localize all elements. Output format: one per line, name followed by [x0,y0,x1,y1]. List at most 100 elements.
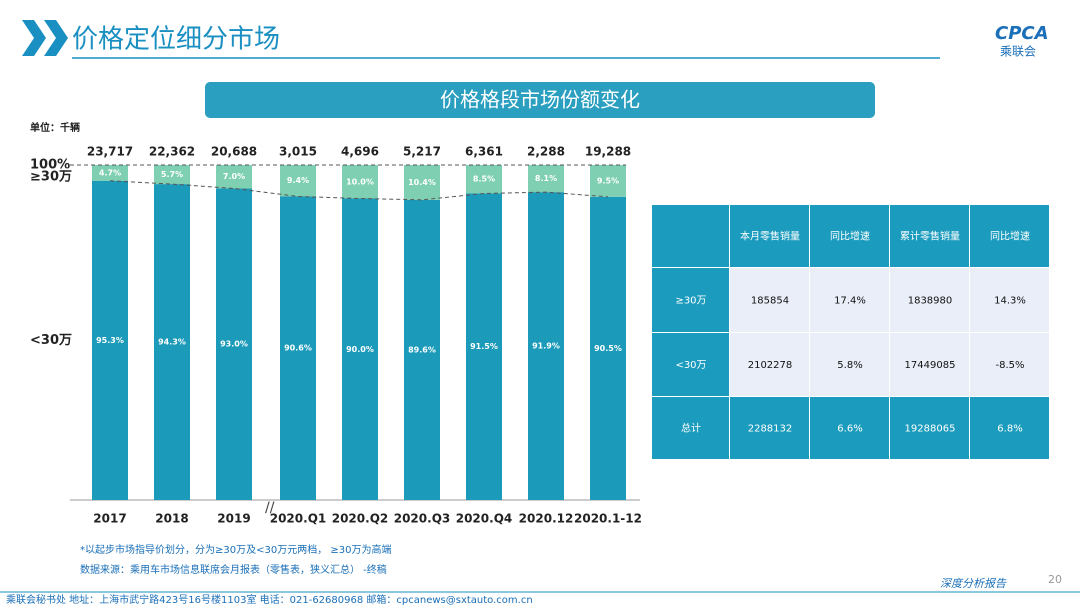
cell [730,268,809,332]
total-label: 5,217 [403,145,441,159]
bar-segment [466,193,502,500]
cell [730,397,809,459]
header-cell [730,205,809,267]
cell [652,268,729,332]
bar-segment [92,165,128,181]
bar-segment [590,165,626,197]
header-text: 本月零售销量 [740,230,800,243]
x-tick-label: 2019 [217,512,250,526]
chart-banner [205,82,875,118]
table: 本月零售销量 同比增速 累计零售销量 同比增速 ≥30万 185854 17.4% 18389… [652,205,1049,459]
header-cell [890,205,969,267]
value-label: 8.5% [473,175,495,184]
axis-break: // [265,500,275,516]
header-text: 同比增速 [990,230,1030,243]
cell-text: ≥30万 [675,296,706,307]
series-label: ≥30万 [30,169,72,184]
value-label: 90.0% [346,345,374,354]
boundary-line [109,180,609,201]
cell-text: 17.4% [834,296,866,307]
bar-segment [590,196,626,500]
bar-segment [404,165,440,200]
x-tick-label: 2020.12 [519,512,574,526]
total-label: 19,288 [585,145,631,159]
bar-segment [528,192,564,500]
value-label: 90.6% [284,344,312,353]
bar-segment [154,184,190,500]
x-tick-label: 2020.Q4 [456,512,513,526]
logo-sub: 乘联会 [1000,45,1036,59]
cell-text: 6.8% [997,424,1022,435]
bar-segment [92,180,128,500]
cell [652,397,729,459]
chart-title: 价格格段市场份额变化 [440,88,640,112]
cell-text: 6.6% [837,424,862,435]
cell [970,268,1049,332]
cell [890,268,969,332]
value-label: 95.3% [96,336,124,345]
value-label: 9.4% [287,176,309,185]
value-label: 90.5% [594,344,622,353]
value-label: 10.4% [408,178,436,187]
value-label: 93.0% [220,340,248,349]
bar-segment [154,165,190,185]
total-label: 23,717 [87,145,133,159]
cell [730,333,809,396]
cell [810,333,889,396]
header-cell [970,205,1049,267]
bar-segment [528,165,564,193]
value-label: 9.5% [597,176,619,185]
cell-text: <30万 [675,360,706,371]
header-cell [810,205,889,267]
chevron [44,20,68,56]
total-label: 22,362 [149,145,195,159]
cell-text: 2288132 [748,424,793,435]
page-title: 价格定位细分市场 [72,25,280,55]
cell [970,397,1049,459]
footer-text: 乘联会秘书处 地址：上海市武宁路423号16号楼1103室 电话：021-626… [6,593,533,606]
header-text: 累计零售销量 [900,230,960,243]
x-tick-label: 2017 [93,512,126,526]
note: 数据来源：乘用车市场信息联席会月报表（零售表，狭义汇总） -终稿 [80,563,387,576]
total-label: 20,688 [211,145,257,159]
x-tick-label: 2020.Q3 [394,512,451,526]
chevron [22,20,46,56]
bar-segment [216,188,252,500]
bar-segment [280,196,316,501]
unit: 单位：千辆 [30,121,80,134]
note: *以起步市场指导价划分，分为≥30万及<30万元两档， ≥30万为高端 [80,543,392,556]
bar-segment [404,199,440,500]
bar-segment [280,165,316,197]
value-label: 91.5% [470,342,498,351]
value-label: 89.6% [408,345,436,354]
value-label: 94.3% [158,338,186,347]
value-label: 91.9% [532,342,560,351]
cell [890,333,969,396]
bar-segment [342,198,378,500]
x-tick-label: 2020.Q1 [270,512,327,526]
bar-segment [342,165,378,199]
x-tick-label: 2018 [155,512,188,526]
cell-text: 19288065 [905,424,956,435]
series-label: <30万 [30,333,72,348]
x-tick-label: 2020.1-12 [574,512,642,526]
cell [890,397,969,459]
cell-text: 17449085 [905,360,956,371]
total-label: 3,015 [279,145,317,159]
cell [970,333,1049,396]
logo: CPCA [995,23,1049,44]
report-tag: 深度分析报告 [940,577,1007,590]
cell-text: -8.5% [995,360,1024,371]
y-tick-label: 100% [30,158,70,173]
cell [652,333,729,396]
cell-text: 14.3% [994,296,1026,307]
value-label: 7.0% [223,172,245,181]
total-label: 4,696 [341,145,379,159]
header-text: 同比增速 [830,230,870,243]
bar-segment [466,165,502,194]
value-label: 8.1% [535,174,557,183]
cell-text: 185854 [751,296,789,307]
cell-text: 1838980 [908,296,953,307]
cell-text: 总计 [681,422,701,435]
value-label: 5.7% [161,170,183,179]
